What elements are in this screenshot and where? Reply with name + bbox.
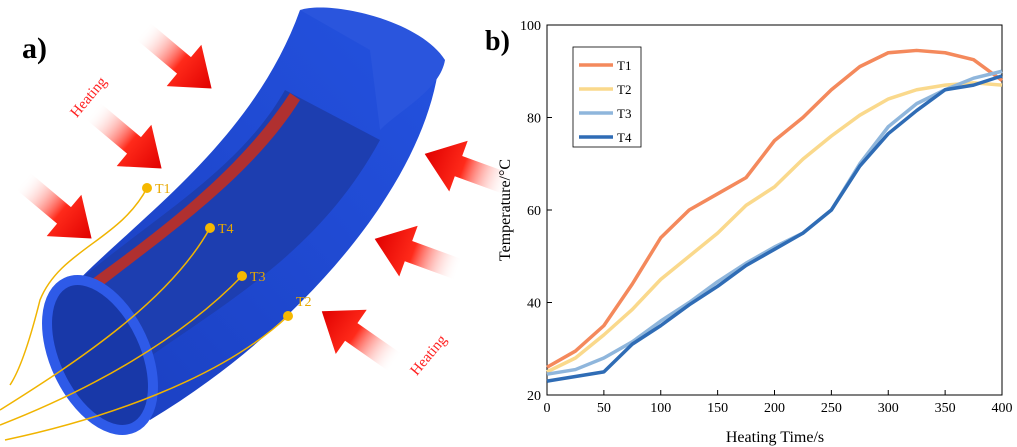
x-tick-label: 0 xyxy=(544,401,551,416)
line xyxy=(546,81,1003,374)
x-tick-label: 300 xyxy=(878,401,899,416)
legend-label: T4 xyxy=(617,130,632,145)
y-tick-label: 40 xyxy=(527,297,541,312)
y-tick-label: 60 xyxy=(527,204,541,219)
x-axis-label: Heating Time/s xyxy=(726,429,824,446)
panel-label: b) xyxy=(485,26,510,57)
x-tick-label: 250 xyxy=(821,401,842,416)
legend-label: T1 xyxy=(617,58,631,73)
sensor-label: T1 xyxy=(155,182,171,197)
x-tick-label: 350 xyxy=(935,401,956,416)
y-tick-label: 80 xyxy=(527,112,541,127)
sensor-dots xyxy=(142,183,293,321)
x-tick-label: 50 xyxy=(597,401,611,416)
line xyxy=(546,69,1003,376)
sensor-label: T2 xyxy=(296,295,312,310)
heating-label: Heating xyxy=(408,332,451,379)
x-tick-label: 200 xyxy=(764,401,785,416)
sensor-label: T3 xyxy=(250,270,266,285)
wires xyxy=(0,187,289,441)
heater-strip xyxy=(84,93,300,297)
y-axis-label: Temperature/°C xyxy=(497,159,514,261)
diagram: T1 T4 T3 T2 Heating Heating a) xyxy=(0,7,519,441)
sensor-label: T4 xyxy=(218,222,234,237)
y-tick-label: 20 xyxy=(527,389,541,404)
x-tick-label: 150 xyxy=(707,401,728,416)
x-tick-label: 100 xyxy=(650,401,671,416)
line xyxy=(546,74,1003,383)
legend-label: T3 xyxy=(617,106,631,121)
pipe-end xyxy=(300,7,445,130)
line xyxy=(546,48,1004,369)
y-tick-label: 100 xyxy=(520,19,541,34)
sensor-labels: T1 T4 T3 T2 xyxy=(155,182,312,310)
pipe-inner xyxy=(80,90,380,360)
legend-label: T2 xyxy=(617,82,631,97)
x-tick-label: 400 xyxy=(992,401,1013,416)
panel-label: a) xyxy=(22,32,47,65)
